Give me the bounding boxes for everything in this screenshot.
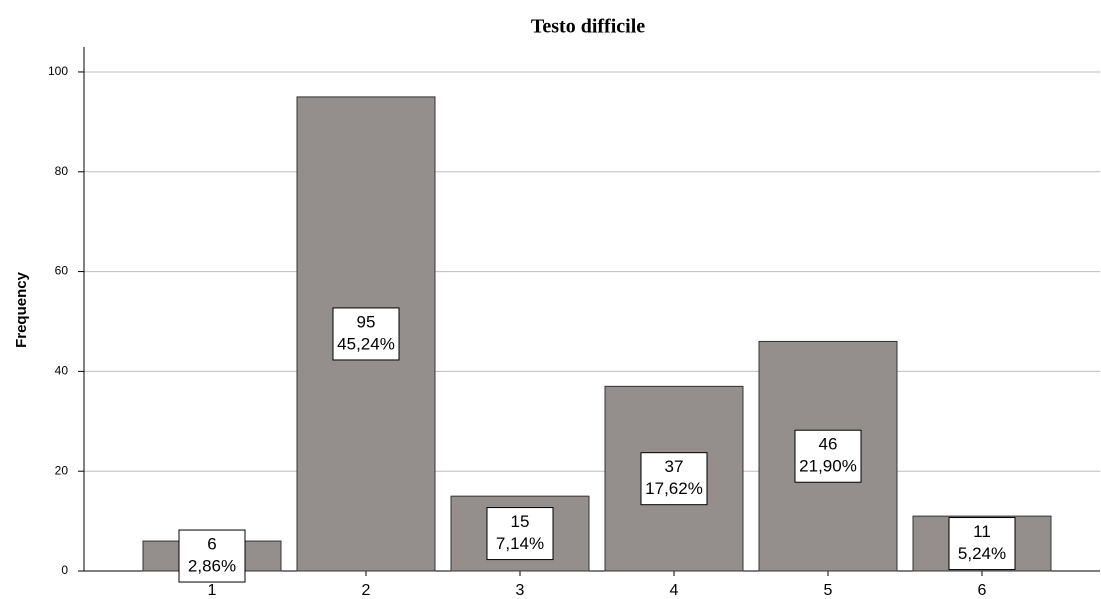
chart-title: Testo difficile [531,16,645,38]
y-tick-label: 100 [48,64,68,78]
value-label: 37 [665,457,684,476]
value-label: 6 [207,535,216,554]
percent-label: 2,86% [188,557,236,576]
y-axis-label: Frequency [13,271,30,348]
x-tick-label: 3 [516,582,525,599]
y-tick-label: 0 [61,563,68,577]
value-label-box [948,517,1016,571]
value-label-box [794,429,862,483]
x-tick-label: 1 [208,582,217,599]
value-label: 46 [819,435,838,454]
percent-label: 7,14% [496,534,544,553]
x-tick-label: 4 [670,582,679,599]
y-tick-label: 40 [55,364,69,378]
y-tick-label: 80 [55,164,69,178]
value-label: 11 [973,522,991,541]
value-label-box [640,452,708,506]
value-label-box [332,307,400,361]
value-label: 15 [511,512,530,531]
y-tick-label: 20 [55,463,69,477]
x-tick-label: 6 [978,582,987,599]
percent-label: 21,90% [799,457,857,476]
percent-label: 17,62% [645,479,703,498]
value-label-box [486,507,554,561]
x-tick-label: 2 [362,582,371,599]
x-tick-label: 5 [824,582,833,599]
percent-label: 5,24% [958,544,1006,563]
y-tick-label: 60 [55,264,69,278]
percent-label: 45,24% [337,334,395,353]
value-label: 95 [357,312,376,331]
value-label-box [178,529,246,583]
